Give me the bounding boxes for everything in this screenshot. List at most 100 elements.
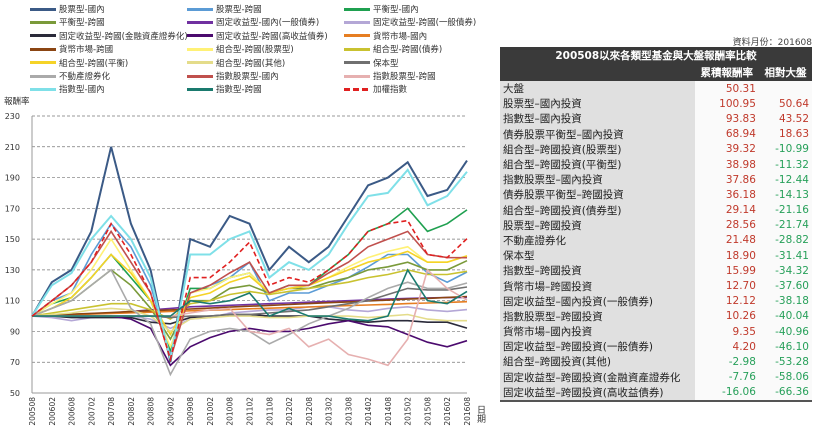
x-axis-label: 日期 (475, 405, 486, 424)
relative-return: -28.82 (758, 232, 812, 249)
fund-type: 大盤 (500, 81, 695, 97)
legend-swatch (344, 34, 370, 38)
relative-return: -11.32 (758, 156, 812, 173)
legend-item: 股票型-國內 (30, 3, 105, 15)
cumulative-return: 9.35 (694, 324, 759, 340)
fund-type: 指數型–國內投資 (500, 111, 695, 127)
legend-item: 加權指數 (344, 83, 407, 95)
fund-type: 指數股票型–跨國投資 (500, 308, 695, 324)
legend-swatch (344, 7, 370, 11)
cumulative-return: 15.99 (694, 263, 759, 279)
fund-type: 指數股票型–國內投資 (500, 172, 695, 188)
cumulative-return: 12.12 (694, 293, 759, 309)
cumulative-return: 36.18 (694, 187, 759, 203)
table-row: 貨幣市場–國內投資 9.35 -40.96 (500, 324, 812, 340)
series-line (31, 219, 468, 363)
y-axis-label: 報酬率 (4, 96, 30, 107)
table-row: 固定收益型–跨國投資(高收益債券) -16.06 -66.36 (500, 384, 812, 402)
legend-swatch (30, 34, 56, 38)
cumulative-return: 37.86 (694, 172, 759, 188)
legend-label: 貨幣市場-國內 (373, 31, 428, 42)
series-line (31, 250, 468, 337)
cumulative-return: 28.56 (694, 217, 759, 233)
legend-item: 平衡型-跨國 (30, 16, 105, 28)
series-line (31, 229, 468, 362)
relative-return: -21.16 (758, 202, 812, 218)
table-row: 不動產證券化 21.48 -28.82 (500, 232, 812, 249)
y-tick-label: 70 (10, 358, 20, 367)
y-tick-label: 50 (10, 389, 20, 398)
col-cumulative-return: 累積報酬率 (694, 64, 759, 81)
legend-item: 保本型 (344, 57, 399, 69)
legend-swatch (344, 87, 370, 91)
table-title: 200508以來各類型基金與大盤報酬率比較 (500, 47, 812, 64)
cumulative-return: 39.32 (694, 141, 759, 157)
x-tick-label: 200902 (166, 397, 175, 426)
relative-return: -40.04 (758, 308, 812, 324)
cumulative-return: 38.98 (694, 156, 759, 173)
cumulative-return: 10.26 (694, 308, 759, 324)
y-tick-label: 130 (5, 266, 20, 275)
x-tick-label: 201508 (423, 397, 432, 426)
legend-item: 固定收益型-跨國(金融資產證券化) (30, 30, 188, 42)
y-tick-label: 110 (5, 297, 20, 306)
legend-label: 固定收益型-跨國(金融資產證券化) (59, 31, 188, 42)
legend-swatch (30, 74, 56, 78)
return-comparison-table: 資料月份：201608 200508以來各類型基金與大盤報酬率比較 累積報酬率相… (500, 38, 820, 402)
legend-swatch (30, 87, 56, 91)
table-row: 債券股票平衡型–跨國投資 36.18 -14.13 (500, 187, 812, 203)
legend-swatch (30, 7, 56, 11)
relative-return: -53.28 (758, 354, 812, 370)
table-row: 指數股票型–跨國投資 10.26 -40.04 (500, 308, 812, 324)
series-line (32, 268, 468, 322)
legend-item: 固定收益型-國內(一般債券) (187, 16, 319, 28)
legend-swatch (344, 61, 370, 65)
relative-return: -46.10 (758, 339, 812, 355)
legend-swatch (30, 20, 56, 24)
cumulative-return: 18.90 (694, 248, 759, 264)
x-tick-label: 201002 (206, 397, 215, 426)
series-line (31, 168, 468, 360)
fund-type: 貨幣市場–國內投資 (500, 324, 695, 340)
legend-label: 貨幣市場-跨國 (59, 45, 114, 56)
fund-type: 股票型–國內投資 (500, 96, 695, 112)
x-tick-label: 200702 (87, 397, 96, 426)
legend-swatch (187, 74, 213, 78)
x-tick-label: 201402 (364, 397, 373, 426)
fund-type: 保本型 (500, 248, 695, 264)
legend-label: 指數型-國內 (59, 85, 105, 96)
table-row: 指數型–國內投資 93.83 43.52 (500, 111, 812, 127)
relative-return: -37.60 (758, 278, 812, 294)
y-tick-label: 230 (5, 112, 20, 121)
legend-item: 指數股票型-國內 (187, 70, 279, 82)
legend-item: 固定收益型-跨國(高收益債券) (187, 30, 328, 42)
legend-label: 股票型-跨國 (216, 5, 262, 15)
table-row: 股票型–跨國投資 28.56 -21.74 (500, 217, 812, 233)
fund-type: 固定收益型–跨國投資(一般債券) (500, 339, 695, 355)
cumulative-return: 93.83 (694, 111, 759, 127)
relative-return: 43.52 (758, 111, 812, 127)
relative-return: -10.99 (758, 141, 812, 157)
fund-type: 債券股票平衡型–跨國投資 (500, 187, 695, 203)
table-row: 固定收益型–跨國投資(一般債券) 4.20 -46.10 (500, 339, 812, 355)
fund-type: 固定收益型–跨國投資(高收益債券) (500, 384, 695, 402)
fund-type: 不動產證券化 (500, 232, 695, 249)
series-line (31, 307, 467, 333)
x-tick-label: 201408 (384, 397, 393, 426)
legend-item: 貨幣市場-跨國 (30, 43, 113, 55)
table-row: 組合型–跨國投資(其他) -2.98 -53.28 (500, 354, 812, 370)
legend-swatch (344, 74, 370, 78)
x-tick-label: 201008 (226, 397, 235, 426)
x-tick-label: 201502 (404, 397, 413, 426)
x-tick-label: 201108 (265, 397, 274, 426)
x-tick-label: 200608 (68, 397, 77, 426)
relative-return: -12.44 (758, 172, 812, 188)
legend-label: 固定收益型-國內(一般債券) (216, 18, 320, 29)
legend-item: 組合型-跨國(債券) (344, 43, 442, 55)
cumulative-return: 29.14 (694, 202, 759, 218)
cumulative-return: 100.95 (694, 96, 759, 112)
cumulative-return: 50.31 (694, 81, 759, 97)
relative-return: -58.06 (758, 369, 812, 385)
relative-return: -14.13 (758, 187, 812, 203)
